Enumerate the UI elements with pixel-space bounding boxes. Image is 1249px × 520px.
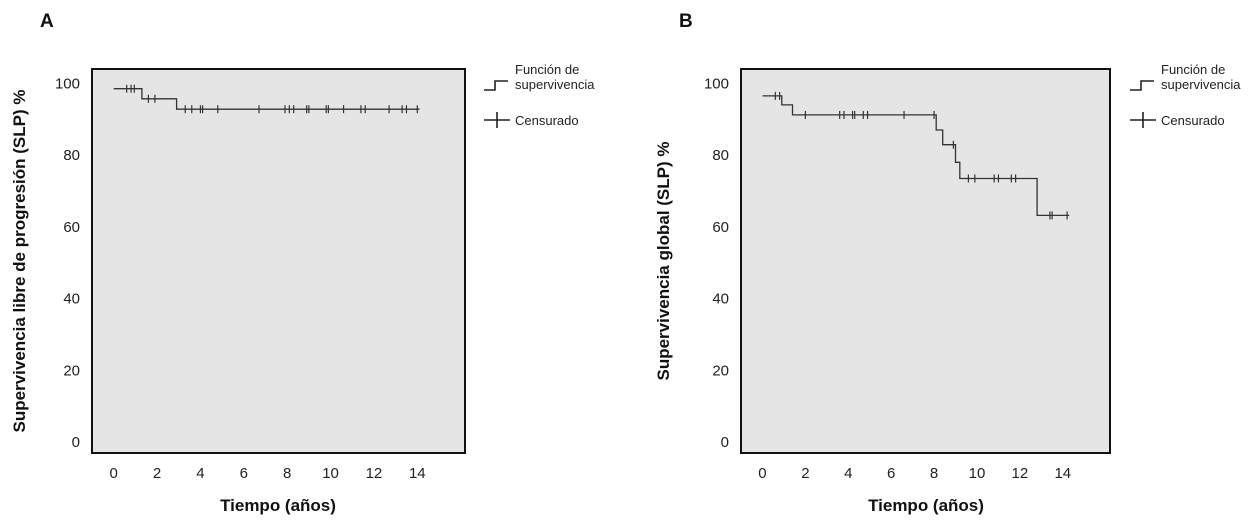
legend-label: Censurado [515, 113, 579, 128]
x-tick-label: 0 [110, 465, 118, 482]
survival-step-line [113, 88, 420, 110]
x-tick-label: 2 [153, 465, 161, 482]
y-tick-label: 40 [63, 291, 80, 308]
x-tick-label: 10 [322, 465, 339, 482]
plot-area [740, 68, 1111, 454]
plot-area [91, 68, 466, 454]
y-tick-label: 20 [63, 362, 80, 379]
x-tick-label: 8 [283, 465, 291, 482]
y-tick-label: 20 [712, 362, 729, 379]
legend-step-icon [484, 80, 508, 91]
legend-label: Censurado [1161, 113, 1225, 128]
x-tick-label: 14 [409, 465, 426, 482]
y-tick-label: 40 [712, 291, 729, 308]
legend-label: Función de [1161, 62, 1225, 77]
x-tick-label: 12 [1012, 465, 1029, 482]
x-tick-label: 0 [758, 465, 766, 482]
panel-letter: B [679, 11, 693, 32]
x-tick-label: 4 [844, 465, 852, 482]
legend-label: supervivencia [515, 77, 595, 92]
y-axis-title: Supervivencia global (SLP) % [654, 141, 673, 380]
y-tick-label: 80 [712, 147, 729, 164]
chart-panel-a: A 0 20 40 60 80 100 0 2 4 6 8 10 12 14 Supervivencia li… [10, 11, 595, 515]
x-tick-label: 6 [887, 465, 895, 482]
y-tick-label: 0 [721, 434, 729, 451]
y-tick-label: 80 [63, 147, 80, 164]
chart-panel-b: B 0 20 40 60 80 100 0 2 4 6 8 10 12 14 Supervivencia gl… [654, 11, 1241, 515]
x-tick-label: 4 [196, 465, 204, 482]
legend-step-icon [1130, 80, 1154, 91]
x-tick-label: 12 [366, 465, 383, 482]
x-tick-label: 14 [1054, 465, 1071, 482]
legend-label: supervivencia [1161, 77, 1241, 92]
x-tick-label: 8 [930, 465, 938, 482]
y-tick-label: 100 [55, 75, 80, 92]
x-tick-label: 10 [969, 465, 986, 482]
x-tick-label: 2 [801, 465, 809, 482]
legend-label: Función de [515, 62, 579, 77]
x-tick-label: 6 [240, 465, 248, 482]
y-tick-label: 100 [704, 75, 729, 92]
y-tick-label: 0 [72, 434, 80, 451]
panel-letter: A [40, 11, 54, 32]
y-tick-label: 60 [712, 219, 729, 236]
y-axis-title: Supervivencia libre de progresión (SLP) … [10, 90, 29, 433]
y-tick-label: 60 [63, 219, 80, 236]
x-axis-title: Tiempo (años) [220, 496, 336, 515]
x-axis-title: Tiempo (años) [868, 496, 984, 515]
